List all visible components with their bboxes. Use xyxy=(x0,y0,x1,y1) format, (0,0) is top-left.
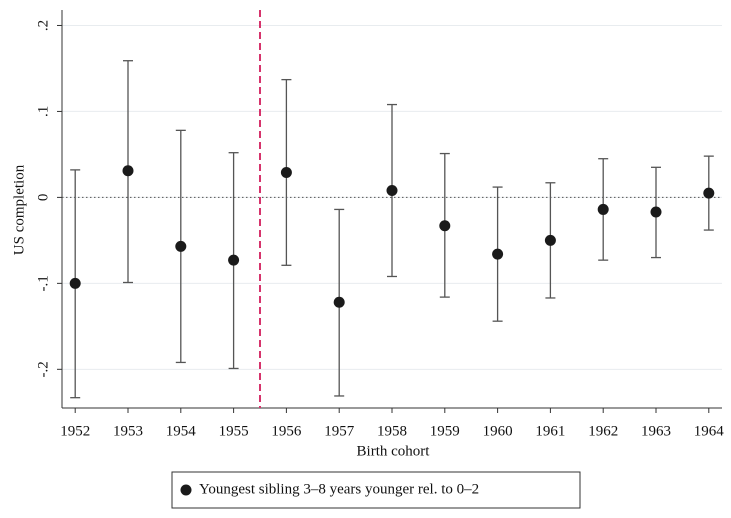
legend-marker xyxy=(180,484,192,496)
point xyxy=(69,277,81,289)
y-tick-label: -.1 xyxy=(35,275,51,291)
x-tick-label: 1958 xyxy=(377,423,407,439)
x-tick-label: 1956 xyxy=(271,423,302,439)
y-tick-label: -.2 xyxy=(35,361,51,377)
x-tick-label: 1952 xyxy=(60,423,90,439)
x-tick-label: 1964 xyxy=(694,423,725,439)
x-axis-title: Birth cohort xyxy=(357,443,431,459)
x-tick-label: 1955 xyxy=(219,423,249,439)
y-tick-label: .2 xyxy=(35,20,51,31)
point xyxy=(228,254,240,266)
x-tick-label: 1957 xyxy=(324,423,355,439)
point xyxy=(175,240,187,252)
legend-label: Youngest sibling 3–8 years younger rel. … xyxy=(199,481,479,497)
point xyxy=(439,220,451,232)
y-tick-label: .1 xyxy=(35,106,51,117)
y-axis-title: US completion xyxy=(11,164,27,255)
point xyxy=(333,296,345,308)
point xyxy=(544,234,556,246)
legend xyxy=(171,471,581,509)
point xyxy=(703,187,715,199)
point xyxy=(597,203,609,215)
x-tick-label: 1961 xyxy=(535,423,565,439)
x-tick-label: 1959 xyxy=(430,423,460,439)
point xyxy=(386,185,398,197)
x-tick-label: 1963 xyxy=(641,423,671,439)
point xyxy=(280,166,292,178)
point xyxy=(650,206,662,218)
x-tick-label: 1954 xyxy=(166,423,197,439)
y-tick-label: 0 xyxy=(35,194,51,202)
x-tick-label: 1962 xyxy=(588,423,618,439)
point xyxy=(492,248,504,260)
point xyxy=(122,165,134,177)
x-tick-label: 1960 xyxy=(483,423,513,439)
x-tick-label: 1953 xyxy=(113,423,143,439)
